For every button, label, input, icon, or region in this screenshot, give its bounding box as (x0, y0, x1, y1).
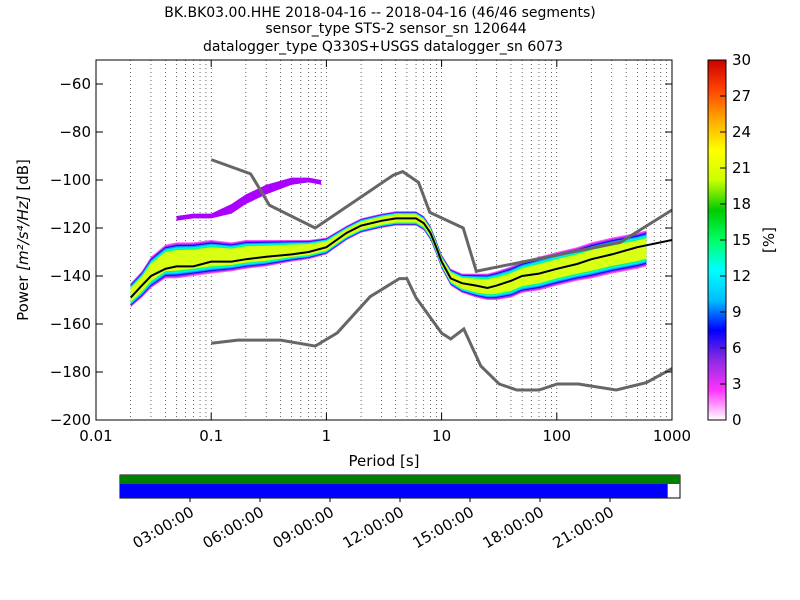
x-tick-label: 100 (542, 427, 571, 445)
y-tick-label: −160 (50, 315, 91, 333)
timeline-tick-label: 18:00:00 (480, 503, 547, 552)
timeline-data-bar (120, 475, 680, 484)
plot-frame (95, 59, 673, 421)
noise-model-line (211, 277, 673, 392)
y-tick-label: −100 (50, 171, 91, 189)
x-tick-label: 10 (432, 427, 451, 445)
y-axis-label-suffix: [dB] (14, 159, 32, 195)
colorbar-tick-label: 12 (732, 267, 751, 285)
x-tick-label: 1 (322, 427, 332, 445)
noise-model-curves (210, 158, 673, 392)
timeline-tick-label: 12:00:00 (340, 503, 407, 552)
colorbar-ticks: 0 3 6 9 12 15 18 21 24 27 30 (720, 51, 751, 429)
y-tick-label: −60 (59, 75, 91, 93)
y-tick-label: −120 (50, 219, 91, 237)
colorbar: 0 3 6 9 12 15 18 21 24 27 30 [%] (707, 51, 778, 429)
colorbar-tick-label: 27 (732, 87, 751, 105)
x-tick-label: 0.1 (199, 427, 223, 445)
density-band (130, 214, 647, 303)
noise-model-line (210, 158, 673, 273)
colorbar-tick-label: 9 (732, 303, 742, 321)
x-ticks: 0.01 0.1 1 10 100 1000 (79, 60, 691, 445)
colorbar-tick-label: 30 (732, 51, 751, 69)
colorbar-tick-label: 18 (732, 195, 751, 213)
colorbar-tick-label: 6 (732, 339, 742, 357)
timeline-ticks: 03:00:00 06:00:00 09:00:00 12:00:00 15:00:00… (130, 498, 617, 552)
x-tick-label: 1000 (653, 427, 691, 445)
timeline-tick-label: 09:00:00 (270, 503, 337, 552)
outlier-patch (176, 177, 322, 221)
y-tick-label: −180 (50, 363, 91, 381)
timeline-tick-label: 06:00:00 (200, 503, 267, 552)
title-line-1: BK.BK03.00.HHE 2018-04-16 -- 2018-04-16 … (164, 5, 596, 21)
mode-line (129, 217, 673, 299)
colorbar-tick-label: 24 (732, 123, 751, 141)
y-axis-label-units: [m²/s⁴/Hz] (14, 195, 32, 271)
colorbar-tick-label: 0 (732, 411, 742, 429)
colorbar-label: [%] (760, 227, 778, 253)
timeline-tick-label: 21:00:00 (550, 503, 617, 552)
y-axis-label: Power [m²/s⁴/Hz] [dB] (14, 159, 32, 321)
y-tick-label: −80 (59, 123, 91, 141)
y-tick-label: −140 (50, 267, 91, 285)
timeline-coverage-bar (120, 484, 668, 498)
y-axis-label-prefix: Power (14, 271, 32, 321)
x-tick-label: 0.01 (79, 427, 112, 445)
title-line-2: sensor_type STS-2 sensor_sn 120644 (265, 21, 526, 37)
plot-background (96, 60, 672, 420)
mode-line-group (129, 217, 673, 299)
psd-plot: 0.01 0.1 1 10 100 1000 −200 −180 −160 −140 −120 −1… (50, 59, 691, 445)
colorbar-tick-label: 21 (732, 159, 751, 177)
y-ticks: −200 −180 −160 −140 −120 −100 −80 −60 (50, 75, 672, 429)
x-axis-label: Period [s] (348, 452, 419, 470)
timeline-tick-label: 15:00:00 (410, 503, 477, 552)
timeline-tick-label: 03:00:00 (130, 503, 197, 552)
colorbar-tick-label: 3 (732, 375, 742, 393)
data-coverage-timeline: 03:00:00 06:00:00 09:00:00 12:00:00 15:00:00… (119, 474, 681, 552)
density-bands (130, 177, 647, 308)
y-tick-label: −200 (50, 411, 91, 429)
colorbar-tick-label: 15 (732, 231, 751, 249)
title-line-3: datalogger_type Q330S+USGS datalogger_sn… (203, 39, 563, 55)
